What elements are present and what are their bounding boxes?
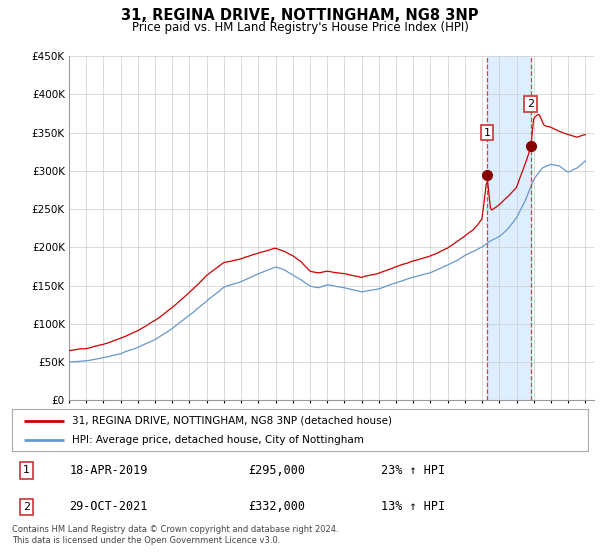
Text: 29-OCT-2021: 29-OCT-2021 [70, 500, 148, 514]
Bar [487, 56, 531, 400]
Text: Contains HM Land Registry data © Crown copyright and database right 2024.
This d: Contains HM Land Registry data © Crown c… [12, 525, 338, 545]
Text: 2: 2 [527, 99, 535, 109]
Text: 13% ↑ HPI: 13% ↑ HPI [380, 500, 445, 514]
Text: 31, REGINA DRIVE, NOTTINGHAM, NG8 3NP: 31, REGINA DRIVE, NOTTINGHAM, NG8 3NP [121, 8, 479, 24]
Text: Price paid vs. HM Land Registry's House Price Index (HPI): Price paid vs. HM Land Registry's House … [131, 21, 469, 34]
Text: £332,000: £332,000 [248, 500, 305, 514]
Text: HPI: Average price, detached house, City of Nottingham: HPI: Average price, detached house, City… [73, 435, 364, 445]
Text: 23% ↑ HPI: 23% ↑ HPI [380, 464, 445, 477]
Text: 1: 1 [23, 465, 30, 475]
Text: 1: 1 [484, 128, 491, 138]
Text: £295,000: £295,000 [248, 464, 305, 477]
Text: 18-APR-2019: 18-APR-2019 [70, 464, 148, 477]
Text: 2: 2 [23, 502, 30, 512]
Text: 31, REGINA DRIVE, NOTTINGHAM, NG8 3NP (detached house): 31, REGINA DRIVE, NOTTINGHAM, NG8 3NP (d… [73, 416, 392, 426]
